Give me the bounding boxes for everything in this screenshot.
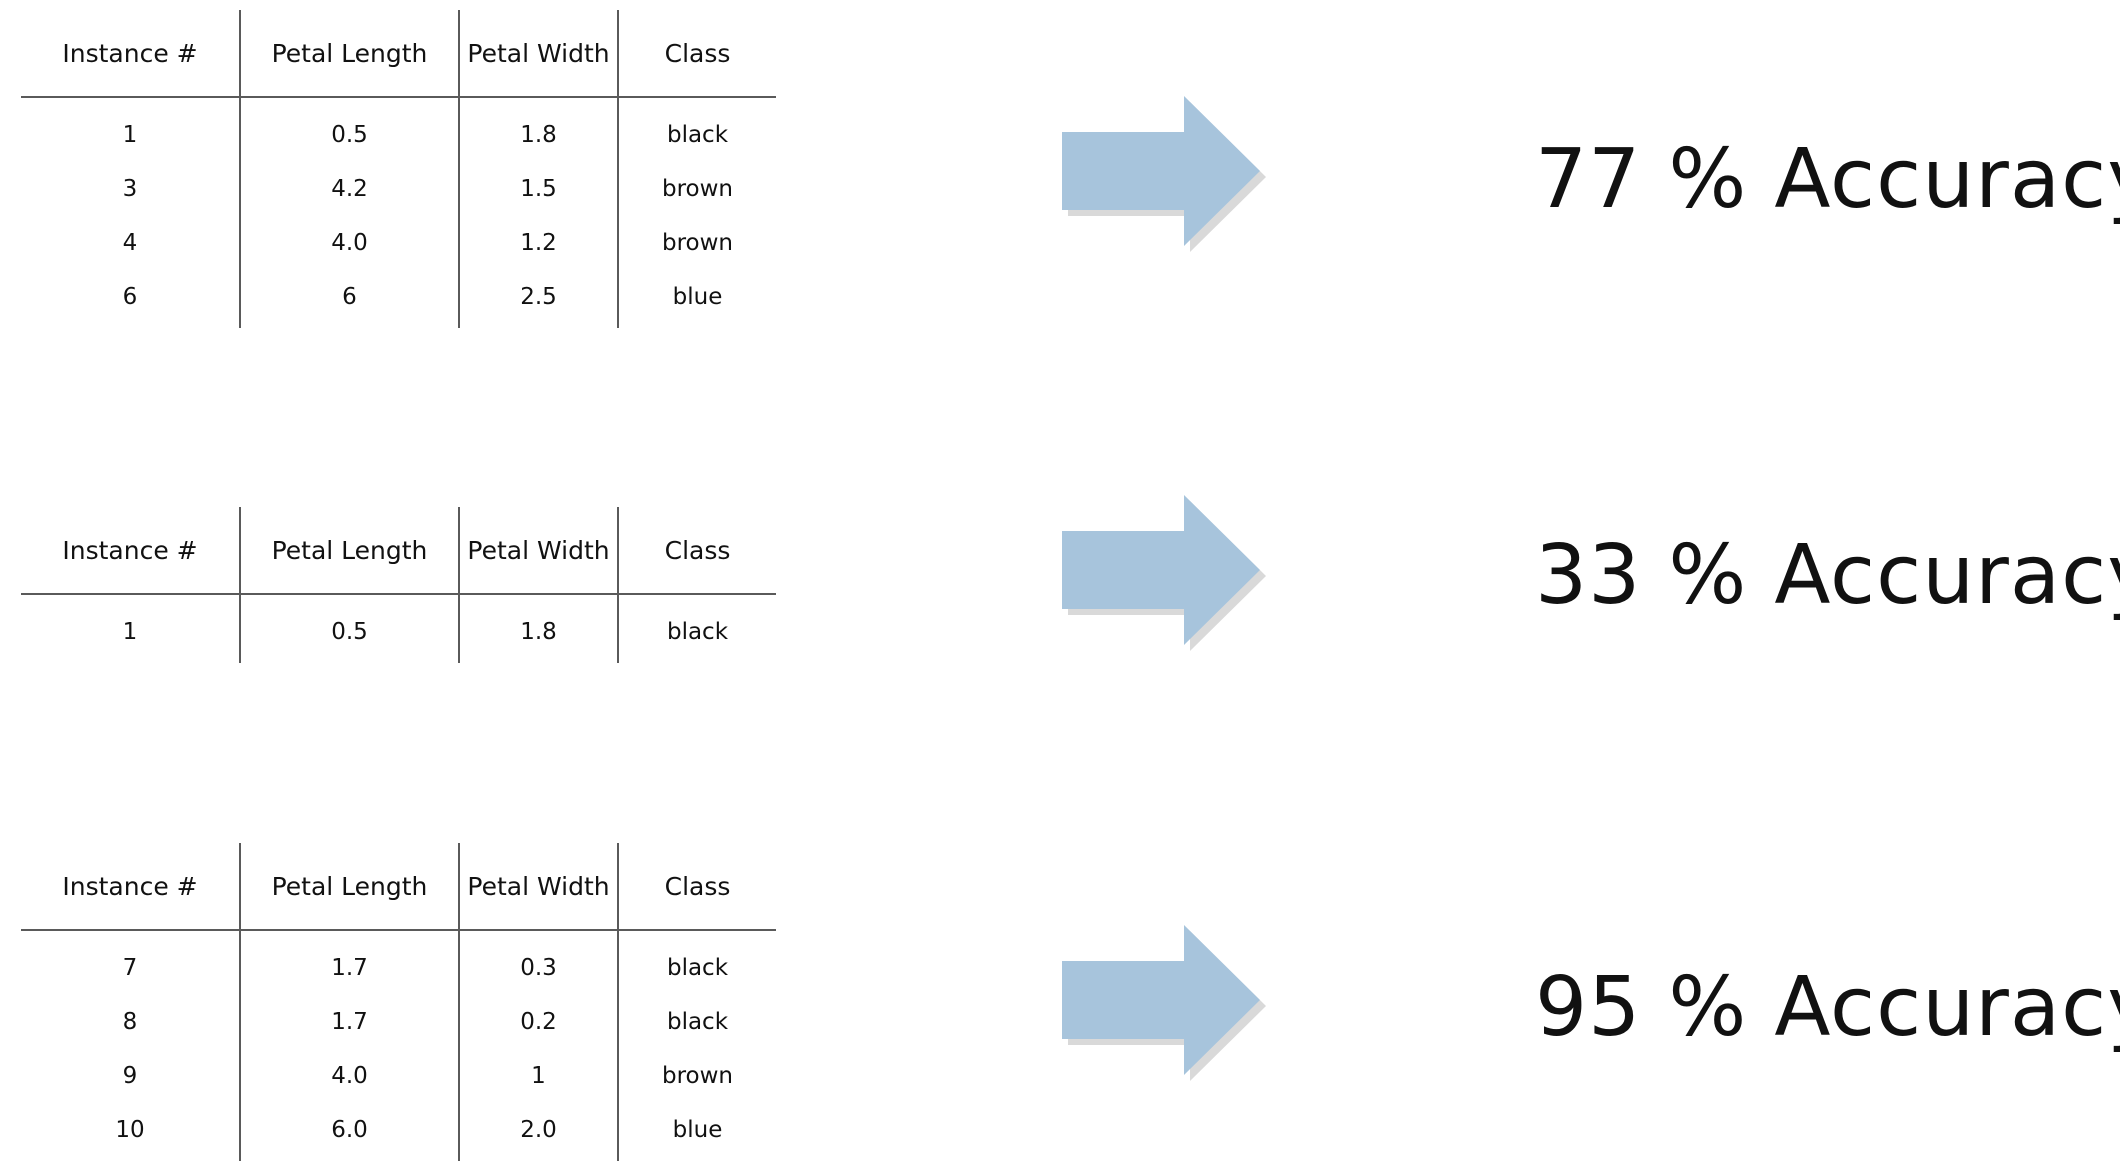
cell-instance: 8 bbox=[122, 1009, 138, 1035]
cell-class: blue bbox=[617, 270, 776, 328]
arrow-body bbox=[1062, 495, 1260, 645]
table-row: 7 1.7 0.3 black bbox=[21, 930, 776, 995]
header-instance: Instance # bbox=[21, 843, 240, 931]
cell-petal-width: 0.2 bbox=[458, 995, 618, 1049]
cell-instance: 9 bbox=[122, 1063, 138, 1089]
header-petal-length: Petal Length bbox=[239, 843, 459, 931]
cell-petal-width: 1.8 bbox=[458, 594, 618, 663]
table-row: 1 0.5 1.8 black bbox=[21, 97, 776, 162]
cell-petal-length: 6 bbox=[239, 270, 459, 328]
cell-petal-length: 0.5 bbox=[239, 594, 459, 663]
cell-instance: 7 bbox=[122, 955, 138, 981]
header-petal-length: Petal Length bbox=[239, 507, 459, 595]
cell-instance: 6 bbox=[122, 284, 138, 310]
cell-instance: 3 bbox=[122, 176, 138, 202]
accuracy-label-2: 33 % Accuracy bbox=[1535, 528, 2120, 623]
cell-petal-length: 1.7 bbox=[239, 930, 459, 995]
header-class: Class bbox=[617, 843, 776, 931]
cell-class: black bbox=[617, 930, 776, 995]
data-table-3: Instance # Petal Length Petal Width Clas… bbox=[21, 843, 776, 1161]
right-arrow-icon bbox=[1062, 495, 1266, 651]
cell-petal-length: 4.0 bbox=[239, 216, 459, 270]
subset-block-1: Instance # Petal Length Petal Width Clas… bbox=[0, 0, 2120, 330]
header-petal-length: Petal Length bbox=[239, 10, 459, 98]
header-class: Class bbox=[617, 507, 776, 595]
cell-class: black bbox=[617, 594, 776, 663]
header-instance: Instance # bbox=[21, 10, 240, 98]
cell-petal-length: 4.0 bbox=[239, 1049, 459, 1103]
cell-class: brown bbox=[617, 162, 776, 216]
table-row: 6 6 2.5 blue bbox=[21, 270, 776, 328]
header-class: Class bbox=[617, 10, 776, 98]
cell-class: black bbox=[617, 97, 776, 162]
cell-petal-length: 4.2 bbox=[239, 162, 459, 216]
data-table-2: Instance # Petal Length Petal Width Clas… bbox=[21, 507, 776, 663]
cell-petal-width: 2.0 bbox=[458, 1103, 618, 1161]
cell-petal-width: 1.5 bbox=[458, 162, 618, 216]
table-row: 8 1.7 0.2 black bbox=[21, 995, 776, 1049]
cell-petal-length: 0.5 bbox=[239, 97, 459, 162]
table-header-row: Instance # Petal Length Petal Width Clas… bbox=[21, 10, 776, 98]
cell-instance: 4 bbox=[122, 230, 138, 256]
table-row: 1 0.5 1.8 black bbox=[21, 594, 776, 663]
accuracy-label-1: 77 % Accuracy bbox=[1535, 132, 2120, 227]
cell-petal-length: 1.7 bbox=[239, 995, 459, 1049]
cell-instance: 1 bbox=[122, 122, 138, 148]
cell-instance: 1 bbox=[122, 619, 138, 645]
header-petal-width: Petal Width bbox=[458, 507, 618, 595]
header-petal-width: Petal Width bbox=[458, 10, 618, 98]
accuracy-label-3: 95 % Accuracy bbox=[1535, 960, 2120, 1055]
table-header-row: Instance # Petal Length Petal Width Clas… bbox=[21, 507, 776, 595]
cell-petal-width: 1.8 bbox=[458, 97, 618, 162]
table-row: 10 6.0 2.0 blue bbox=[21, 1103, 776, 1161]
table-header-row: Instance # Petal Length Petal Width Clas… bbox=[21, 843, 776, 931]
data-table-1: Instance # Petal Length Petal Width Clas… bbox=[21, 10, 776, 328]
arrow-body bbox=[1062, 96, 1260, 246]
header-petal-width: Petal Width bbox=[458, 843, 618, 931]
right-arrow-icon bbox=[1062, 96, 1266, 252]
cell-class: brown bbox=[617, 1049, 776, 1103]
right-arrow-icon bbox=[1062, 925, 1266, 1081]
cell-class: black bbox=[617, 995, 776, 1049]
arrow-body bbox=[1062, 925, 1260, 1075]
header-instance: Instance # bbox=[21, 507, 240, 595]
table-row: 3 4.2 1.5 brown bbox=[21, 162, 776, 216]
cell-class: blue bbox=[617, 1103, 776, 1161]
cell-petal-width: 2.5 bbox=[458, 270, 618, 328]
cell-class: brown bbox=[617, 216, 776, 270]
cell-petal-length: 6.0 bbox=[239, 1103, 459, 1161]
cell-petal-width: 0.3 bbox=[458, 930, 618, 995]
table-row: 9 4.0 1 brown bbox=[21, 1049, 776, 1103]
cell-petal-width: 1.2 bbox=[458, 216, 618, 270]
cell-petal-width: 1 bbox=[458, 1049, 618, 1103]
table-row: 4 4.0 1.2 brown bbox=[21, 216, 776, 270]
cell-instance: 10 bbox=[115, 1117, 145, 1143]
